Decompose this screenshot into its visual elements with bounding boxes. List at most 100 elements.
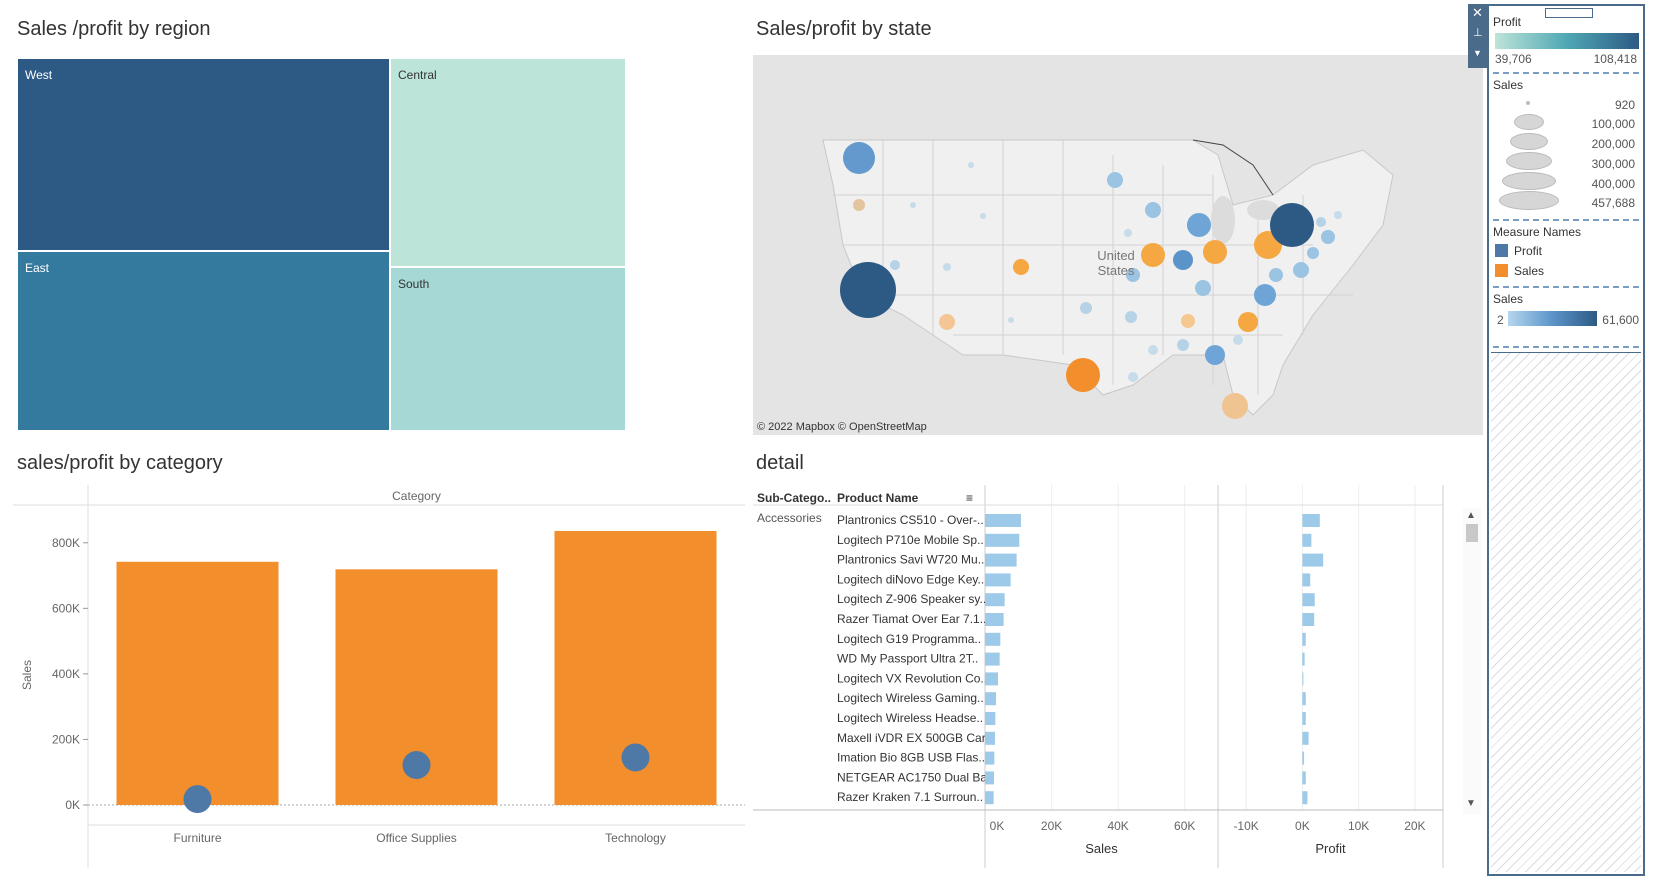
bar-profit <box>1302 791 1308 805</box>
product-name: Logitech P710e Mobile Sp.. <box>837 533 984 547</box>
detail-panel: Sub-Catego.. Product Name ≡ Accessories … <box>753 485 1465 868</box>
size-swatch-4 <box>1502 172 1556 190</box>
bubble-utah[interactable] <box>943 263 951 271</box>
category-label: Office Supplies <box>376 831 457 845</box>
bubble-nevada[interactable] <box>890 260 900 270</box>
bubble-new-york[interactable] <box>1270 203 1314 247</box>
bubble-minnesota[interactable] <box>1107 172 1123 188</box>
col-product-header[interactable]: Product Name <box>837 491 919 505</box>
bubble-new-mexico[interactable] <box>1008 317 1014 323</box>
bubble-illinois[interactable] <box>1141 243 1165 267</box>
bubble-mississippi[interactable] <box>1148 345 1158 355</box>
bar-profit <box>1302 613 1315 626</box>
bubble-alabama[interactable] <box>1177 339 1189 351</box>
map-attribution[interactable]: © 2022 Mapbox © OpenStreetMap <box>757 421 927 433</box>
detail-chart-svg: 0K 20K 40K 60K -10K 0K 10K 20K Sales Profit Plantr… <box>753 485 1444 868</box>
dropdown-icon[interactable]: ▼ <box>1473 48 1482 58</box>
treemap-cell-east[interactable]: East <box>17 251 390 431</box>
size-label-2: 200,000 <box>1591 137 1635 151</box>
legend-sales-size-title: Sales <box>1493 78 1524 92</box>
map-bubbles <box>840 142 1342 419</box>
bubble-vermont[interactable] <box>1334 211 1342 219</box>
treemap-cell-south[interactable]: South <box>390 267 626 431</box>
scroll-up-icon[interactable]: ▲ <box>1466 510 1476 521</box>
bubble-louisiana[interactable] <box>1128 372 1138 382</box>
bar-sales <box>985 533 1020 547</box>
bubble-arizona[interactable] <box>939 314 955 330</box>
bubble-california[interactable] <box>840 262 896 318</box>
bubble-wisconsin[interactable] <box>1145 202 1161 218</box>
product-name: NETGEAR AC1750 Dual Ba.. <box>837 770 994 784</box>
bar-sales <box>985 751 995 765</box>
bubble-oregon[interactable] <box>853 199 865 211</box>
category-header: Category <box>392 489 441 503</box>
bubble-kentucky[interactable] <box>1195 280 1211 296</box>
bar-sales <box>985 652 1000 666</box>
bar-sales <box>985 731 995 745</box>
y-axis-label: Sales <box>20 660 34 690</box>
state-map[interactable]: United States © 2022 Mapbox © OpenStreet… <box>753 55 1483 435</box>
bar-profit <box>1302 731 1309 745</box>
bubble-iowa[interactable] <box>1124 229 1132 237</box>
bubble-south-carolina[interactable] <box>1233 335 1243 345</box>
col-subcategory-header[interactable]: Sub-Catego.. <box>757 491 831 505</box>
bubble-delaware[interactable] <box>1293 262 1309 278</box>
scroll-down-icon[interactable]: ▼ <box>1466 798 1476 809</box>
close-icon[interactable]: ✕ <box>1472 5 1483 20</box>
pin-icon[interactable]: ⊥ <box>1473 27 1483 39</box>
bar-profit <box>1302 553 1324 567</box>
bar-profit <box>1302 632 1306 646</box>
profit-gradient <box>1495 33 1639 49</box>
bubble-ohio[interactable] <box>1203 240 1227 264</box>
bubble-colorado[interactable] <box>1013 259 1029 275</box>
profit-tick-label: 0K <box>1295 819 1310 833</box>
size-label-4: 400,000 <box>1591 177 1635 191</box>
bubble-massachusetts[interactable] <box>1321 230 1335 244</box>
bubble-north-carolina[interactable] <box>1238 312 1258 332</box>
bubble-washington[interactable] <box>843 142 875 174</box>
bubble-georgia[interactable] <box>1205 345 1225 365</box>
bubble-arkansas[interactable] <box>1125 311 1137 323</box>
y-tick-label: 400K <box>52 667 80 681</box>
treemap-label-central: Central <box>398 68 437 82</box>
marker-profit <box>183 785 212 814</box>
bubble-montana[interactable] <box>968 162 974 168</box>
measure-label-sales[interactable]: Sales <box>1514 264 1545 278</box>
bubble-wyoming[interactable] <box>980 213 986 219</box>
treemap-cell-central[interactable]: Central <box>390 58 626 267</box>
treemap-cell-west[interactable]: West <box>17 58 390 251</box>
size-swatch-2 <box>1510 133 1548 150</box>
bar-sales <box>985 632 1001 646</box>
map-country-label: United States <box>1097 248 1135 278</box>
bubble-florida[interactable] <box>1222 393 1248 419</box>
bubble-new-jersey[interactable] <box>1307 247 1319 259</box>
measure-swatch-sales[interactable] <box>1495 264 1508 277</box>
profit-max: 108,418 <box>1593 52 1637 66</box>
bar-profit <box>1302 533 1312 547</box>
bubble-tennessee[interactable] <box>1181 314 1195 328</box>
product-name: Plantronics CS510 - Over-.. <box>837 513 984 527</box>
category-label: Furniture <box>173 831 221 845</box>
bubble-oklahoma[interactable] <box>1080 302 1092 314</box>
category-chart: Category 0K 200K 400K 600K 800K Sales Furniture… <box>13 485 745 868</box>
bubble-idaho[interactable] <box>910 202 916 208</box>
bubble-texas[interactable] <box>1066 358 1100 392</box>
bubble-connecticut[interactable] <box>1316 217 1326 227</box>
measure-label-profit[interactable]: Profit <box>1514 244 1543 258</box>
sales-axis-title: Sales <box>1085 841 1118 856</box>
bubble-michigan[interactable] <box>1187 213 1211 237</box>
measure-swatch-profit[interactable] <box>1495 244 1508 257</box>
bubble-maryland[interactable] <box>1269 268 1283 282</box>
bubble-indiana[interactable] <box>1173 250 1193 270</box>
detail-scrollbar[interactable]: ▲ ▼ <box>1463 508 1481 814</box>
product-name: Razer Kraken 7.1 Surroun.. <box>837 790 983 804</box>
product-name: Logitech Z-906 Speaker sy.. <box>837 592 986 606</box>
bar-sales <box>985 553 1017 567</box>
bubble-missouri[interactable] <box>1126 268 1140 282</box>
size-legend: 920 100,000 200,000 300,000 400,000 457,… <box>1493 94 1643 214</box>
product-name: WD My Passport Ultra 2T.. <box>837 652 978 666</box>
bubble-virginia[interactable] <box>1254 284 1276 306</box>
scroll-thumb[interactable] <box>1466 524 1478 542</box>
drag-handle[interactable] <box>1545 8 1593 18</box>
sort-icon[interactable]: ≡ <box>966 491 974 505</box>
